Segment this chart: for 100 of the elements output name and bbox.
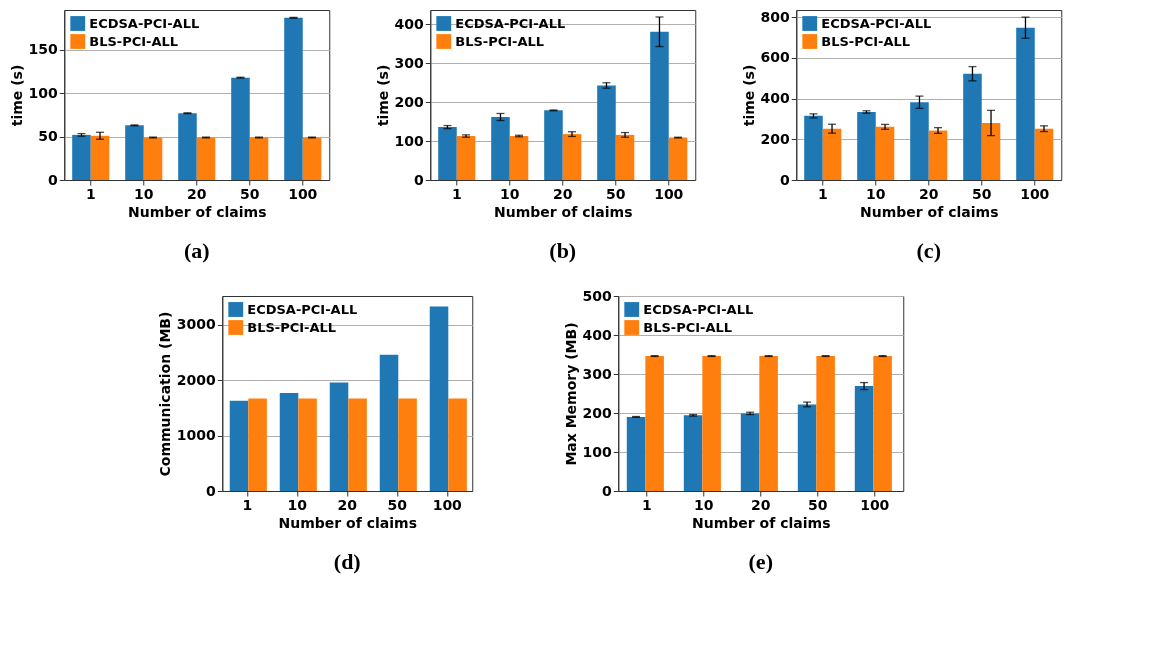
bar [229, 400, 249, 491]
bar [329, 382, 349, 491]
bar [963, 73, 982, 180]
y-tick-label: 50 [38, 128, 59, 145]
bar [178, 113, 197, 180]
y-axis-title: time (s) [8, 64, 25, 127]
bar [822, 128, 842, 180]
bar [143, 137, 163, 180]
y-tick-label: 100 [582, 443, 612, 460]
legend-label: ECDSA-PCI-ALL [643, 301, 754, 317]
bar [702, 356, 721, 491]
x-tick-label: 20 [337, 496, 358, 513]
y-tick-label: 0 [414, 171, 424, 188]
x-tick-label: 20 [553, 185, 573, 202]
bar [816, 356, 835, 491]
bar [72, 134, 91, 180]
y-tick-label: 800 [760, 8, 790, 25]
bar [1016, 27, 1035, 180]
text: (e) [748, 549, 773, 574]
y-tick-label: 400 [760, 90, 790, 107]
bar [231, 77, 250, 180]
text: (a) [183, 238, 210, 263]
bar [740, 413, 760, 491]
bar [857, 112, 876, 180]
bar [438, 127, 457, 180]
legend-label: BLS-PCI-ALL [643, 319, 733, 335]
y-tick-label: 1000 [176, 427, 216, 444]
bar [804, 115, 823, 180]
x-tick-label: 1 [641, 496, 652, 513]
bar [456, 136, 476, 180]
bar [875, 126, 895, 180]
y-tick-label: 100 [28, 84, 58, 101]
x-tick-label: 1 [817, 185, 828, 202]
x-tick-label: 20 [751, 496, 771, 513]
bar [797, 404, 817, 491]
text: (d) [333, 549, 361, 574]
bar [626, 416, 646, 491]
x-tick-label: 10 [134, 185, 154, 202]
x-tick-label: 50 [606, 185, 626, 202]
legend-label: BLS-PCI-ALL [821, 33, 911, 49]
x-tick-label: 100 [654, 185, 684, 202]
y-axis-title: Communication (MB) [156, 311, 173, 477]
y-tick-label: 100 [394, 132, 424, 149]
bar [597, 85, 616, 180]
y-tick-label: 400 [394, 15, 424, 32]
bar [248, 398, 267, 491]
bar [873, 356, 892, 491]
y-tick-label: 200 [394, 93, 424, 110]
y-tick-label: 2000 [176, 371, 216, 388]
y-tick-label: 0 [780, 171, 790, 188]
x-axis-title: Number of claims [692, 514, 831, 531]
x-axis-title: Number of claims [494, 203, 633, 220]
bar [854, 386, 874, 491]
text: (c) [916, 238, 941, 263]
y-tick-label: 0 [602, 482, 612, 499]
bar [615, 134, 635, 180]
y-tick-label: 200 [760, 130, 790, 147]
x-tick-label: 100 [860, 496, 890, 513]
bar [544, 110, 563, 180]
bar [491, 116, 510, 180]
legend-label: BLS-PCI-ALL [455, 33, 545, 49]
bar [928, 130, 948, 180]
legend-label: ECDSA-PCI-ALL [247, 301, 358, 317]
y-axis-title: time (s) [740, 64, 757, 127]
x-tick-label: 1 [85, 185, 96, 202]
x-tick-label: 10 [500, 185, 520, 202]
y-tick-label: 400 [582, 326, 612, 343]
bar [448, 398, 467, 491]
y-axis-title: time (s) [374, 64, 391, 127]
x-tick-label: 50 [808, 496, 828, 513]
bar [429, 306, 449, 491]
x-tick-label: 100 [432, 496, 463, 513]
x-tick-label: 1 [242, 496, 253, 513]
bar [509, 136, 529, 180]
bar [668, 137, 688, 180]
x-tick-label: 50 [240, 185, 260, 202]
y-tick-label: 500 [582, 287, 612, 304]
bar [279, 392, 299, 491]
x-axis-title: Number of claims [128, 203, 267, 220]
y-tick-label: 600 [760, 49, 790, 66]
bar [348, 398, 367, 491]
bar [981, 122, 1001, 180]
bar [249, 137, 269, 180]
bar [298, 398, 317, 491]
bar [196, 137, 216, 180]
x-tick-label: 20 [187, 185, 207, 202]
bar [379, 354, 399, 491]
x-axis-title: Number of claims [278, 514, 417, 531]
x-tick-label: 10 [866, 185, 886, 202]
bar [90, 135, 110, 180]
legend-label: ECDSA-PCI-ALL [455, 15, 566, 31]
bar [562, 134, 582, 180]
x-tick-label: 50 [972, 185, 992, 202]
y-tick-label: 0 [48, 171, 58, 188]
y-axis-title: Max Memory (MB) [562, 322, 579, 466]
bar [683, 415, 703, 491]
bar [759, 356, 778, 491]
legend-label: ECDSA-PCI-ALL [89, 15, 200, 31]
y-tick-label: 200 [582, 404, 612, 421]
bar [125, 125, 144, 180]
